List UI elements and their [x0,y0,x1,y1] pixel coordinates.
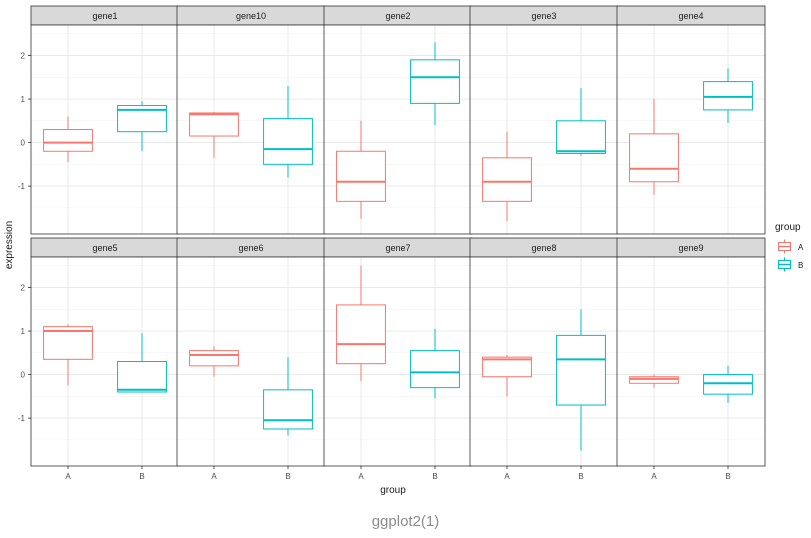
box-gene6-B [263,357,313,436]
box-gene1-A [43,116,93,163]
facet-panel-gene10: gene10 [176,5,326,235]
box-gene10-A [189,112,239,158]
y-tick-label: -1 [18,414,26,423]
box-gene4-A [629,99,679,195]
y-tick-label: 1 [21,95,26,104]
box-body [117,361,167,393]
box-body [263,118,313,165]
box-body [43,129,93,152]
box-body [336,304,386,365]
box-body [189,112,239,137]
facet-panel-gene5: gene5 -1 0 1 2 A B [18,237,180,481]
facet-panel-gene3: gene3 [469,5,619,235]
legend-label: B [798,261,803,270]
facet-strip-label: gene3 [531,11,556,21]
box-body [629,376,679,384]
box-body [703,81,753,111]
panel-border [616,256,766,467]
facet-strip-label: gene9 [678,243,703,253]
panel-background [324,25,472,234]
box-gene5-A [43,324,93,386]
box-gene4-B [703,68,753,123]
box-body [482,157,532,202]
y-tick-label: 1 [21,327,26,336]
box-gene6-A [189,346,239,377]
facet-panel-gene6: gene6 A B [176,237,326,481]
facet-panel-gene1: gene1 -1 0 1 2 [18,5,180,235]
box-body [629,133,679,183]
box-gene8-A [482,354,532,397]
y-axis-title: expression [4,221,15,269]
box-body [556,334,606,406]
y-tick-label: 2 [21,51,26,60]
x-tick-label: A [358,472,364,481]
box-gene9-A [629,374,679,388]
legend-entry-A: A [776,238,804,255]
x-tick-label: B [578,472,583,481]
y-tick-label: 0 [21,371,26,380]
box-gene2-B [410,42,460,126]
x-tick-label: B [725,472,730,481]
x-tick-label: A [65,472,71,481]
x-tick-label: A [211,472,217,481]
facet-panel-gene9: gene9 A B [616,237,766,481]
box-gene1-B [117,101,167,152]
box-gene10-B [263,85,313,178]
y-tick-label: -1 [18,182,26,191]
box-gene8-B [556,309,606,451]
facet-strip-label: gene7 [385,243,410,253]
box-body [703,374,753,395]
box-gene3-B [556,88,606,156]
facet-panel-gene7: gene7 A B [323,237,473,481]
x-axis-title: group [380,485,406,496]
facet-strip-label: gene5 [92,243,117,253]
facet-strip-label: gene2 [385,11,410,21]
facet-panel-gene4: gene4 [616,5,766,235]
facet-panel-gene2: gene2 [323,5,473,235]
box-body [189,350,239,367]
box-gene3-A [482,131,532,221]
box-body [482,356,532,378]
box-gene2-A [336,120,386,219]
facet-panel-gene8: gene8 A B [469,237,619,481]
facet-strip-label: gene8 [531,243,556,253]
box-body [410,59,460,104]
box-gene9-B [703,365,753,403]
facet-strip-label: gene1 [92,11,117,21]
box-gene5-B [117,333,167,393]
panel-background [617,25,765,234]
box-gene7-B [410,328,460,399]
panel-border [616,24,766,235]
panel-background [617,257,765,466]
x-tick-label: B [285,472,290,481]
facet-strip-label: gene6 [238,243,263,253]
x-tick-label: A [504,472,510,481]
legend: group AB [775,222,804,273]
faceted-boxplot: gene1 -1 0 1 2 gene10 gene2 gene3 gene4 gene5 -1 0 1… [4,5,804,496]
box-body [410,350,460,389]
box-body [556,120,606,154]
facet-strip-label: gene4 [678,11,703,21]
y-tick-label: 0 [21,139,26,148]
facet-strip-label: gene10 [236,11,266,21]
legend-entry-B: B [776,256,803,273]
box-gene7-A [336,265,386,382]
box-body [43,326,93,360]
x-tick-label: A [651,472,657,481]
box-body [336,150,386,202]
x-tick-label: B [432,472,437,481]
x-tick-label: B [139,472,144,481]
figure-caption: ggplot2(1) [371,513,440,530]
legend-title: group [775,222,801,233]
box-body [263,389,313,430]
legend-label: A [798,243,804,252]
y-tick-label: 2 [21,283,26,292]
